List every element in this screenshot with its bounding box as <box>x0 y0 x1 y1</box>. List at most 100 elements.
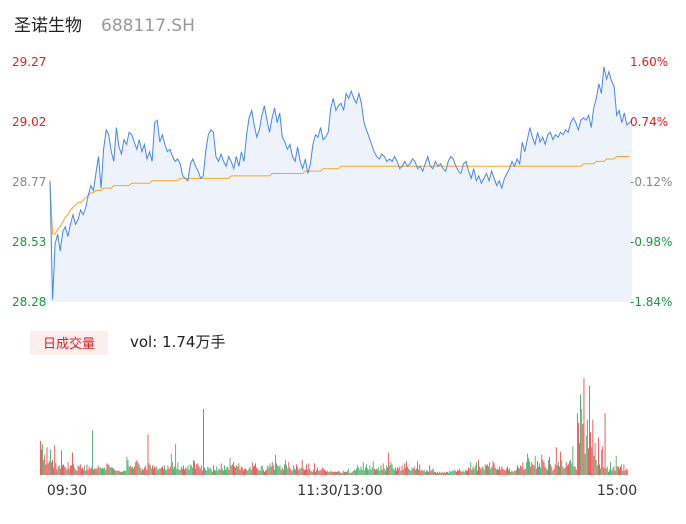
volume-bar <box>578 422 579 475</box>
volume-bar <box>154 466 155 475</box>
volume-bar <box>400 470 402 475</box>
volume-bar <box>226 467 228 475</box>
volume-bar <box>444 472 446 475</box>
volume-bar <box>207 466 209 475</box>
volume-bar <box>478 460 479 475</box>
volume-bar <box>471 469 473 475</box>
volume-bar <box>52 460 53 475</box>
volume-bar <box>493 463 495 475</box>
volume-bar <box>84 465 86 475</box>
volume-bar <box>162 466 163 475</box>
volume-bar <box>452 470 454 475</box>
volume-bar <box>119 471 121 475</box>
volume-bar <box>45 464 47 475</box>
volume-bar <box>335 471 336 475</box>
volume-bar <box>596 465 598 475</box>
volume-bar <box>540 467 542 475</box>
volume-bar <box>524 468 526 475</box>
volume-bar <box>533 465 535 475</box>
volume-bar <box>407 466 408 475</box>
volume-bar <box>143 469 144 475</box>
percent-tick-label: -1.84% <box>630 295 672 309</box>
volume-bar <box>338 470 340 475</box>
volume-bar <box>463 471 465 475</box>
volume-bar <box>124 470 126 475</box>
volume-bar <box>459 468 461 475</box>
volume-bar <box>442 472 444 475</box>
volume-bar <box>532 464 534 475</box>
volume-bar <box>125 470 127 475</box>
volume-bar <box>169 466 171 475</box>
volume-bar <box>568 464 569 475</box>
volume-bar <box>330 470 332 475</box>
volume-bar <box>539 463 540 475</box>
volume-bar <box>107 464 109 475</box>
volume-bar <box>193 460 194 475</box>
volume-bar <box>614 470 616 475</box>
volume-bar <box>236 465 238 475</box>
volume-bar <box>79 464 81 475</box>
volume-bar <box>428 471 429 475</box>
volume-bar <box>579 443 580 475</box>
volume-bar <box>370 469 372 475</box>
volume-bar <box>312 469 314 475</box>
volume-bar <box>502 468 504 475</box>
volume-bar <box>308 463 310 475</box>
volume-bar <box>282 469 284 475</box>
volume-bar <box>542 460 544 475</box>
volume-bar <box>245 468 246 475</box>
volume-bar <box>380 465 382 475</box>
volume-bar <box>215 470 216 475</box>
volume-bar <box>610 462 611 475</box>
volume-bar <box>69 465 71 475</box>
volume-bar <box>68 468 70 475</box>
volume-bar <box>112 467 113 475</box>
volume-bar <box>535 468 537 475</box>
volume-bar <box>501 466 503 475</box>
volume-bar <box>531 462 533 475</box>
volume-bar <box>275 454 276 475</box>
volume-bar <box>605 468 607 475</box>
volume-bar <box>436 472 437 475</box>
volume-bar <box>177 462 179 475</box>
volume-bar <box>269 463 271 475</box>
volume-header: 日成交量 vol: 1.74万手 <box>30 331 225 355</box>
volume-bar <box>553 468 555 475</box>
volume-bar <box>433 471 435 475</box>
volume-bar <box>309 468 311 475</box>
volume-bar <box>66 469 68 475</box>
volume-bar <box>49 449 51 475</box>
volume-bar <box>108 465 110 475</box>
volume-bar <box>437 471 438 475</box>
volume-bar <box>126 456 128 475</box>
volume-bar <box>548 460 549 475</box>
volume-bar <box>626 469 628 475</box>
volume-bar <box>297 466 299 475</box>
volume-bar <box>470 462 472 475</box>
volume-bar <box>329 471 331 475</box>
volume-bar <box>562 466 564 475</box>
volume-bar <box>231 464 233 475</box>
time-tick-label: 11:30/13:00 <box>297 483 382 499</box>
volume-bar <box>53 467 55 475</box>
volume-bar <box>623 464 625 475</box>
volume-bar <box>399 466 401 475</box>
volume-bar <box>405 467 406 475</box>
percent-axis: 1.60% 0.74% -0.12% -0.98% -1.84% <box>630 55 672 309</box>
volume-bar <box>176 468 178 475</box>
average-price-line <box>49 156 630 235</box>
volume-bar <box>449 470 451 475</box>
volume-bar <box>315 471 316 475</box>
volume-bar <box>260 466 262 475</box>
volume-bar <box>441 471 443 475</box>
volume-bar <box>613 466 615 475</box>
volume-bar <box>42 444 43 475</box>
volume-bar <box>440 472 442 475</box>
volume-bar <box>527 453 528 475</box>
volume-bar <box>494 467 496 475</box>
volume-bar <box>582 423 584 475</box>
volume-bar <box>240 466 242 475</box>
volume-bar <box>122 471 123 475</box>
volume-bar <box>620 466 621 475</box>
